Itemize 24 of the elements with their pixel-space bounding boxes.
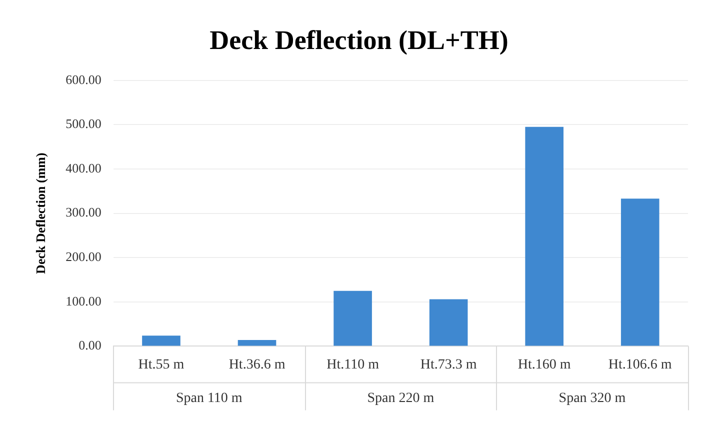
x-tick-label: Ht.73.3 m <box>420 357 477 372</box>
y-tick-label: 100.00 <box>66 293 102 308</box>
y-axis-title: Deck Deflection (mm) <box>33 152 48 274</box>
chart-title: Deck Deflection (DL+TH) <box>210 25 508 56</box>
bar <box>429 299 468 346</box>
bar <box>620 198 660 346</box>
y-tick-label: 0.00 <box>78 338 102 353</box>
x-tick-label: Ht.55 m <box>138 357 184 372</box>
y-tick-label: 500.00 <box>66 116 102 132</box>
y-tick-label: 300.00 <box>66 204 102 220</box>
bar <box>238 340 276 346</box>
x-tick-label: Ht.106.6 m <box>608 357 672 372</box>
y-tick-label: 200.00 <box>66 249 102 264</box>
y-tick-label: 600.00 <box>66 72 102 87</box>
x-tick-label: Ht.110 m <box>326 357 380 372</box>
y-tick-label: 400.00 <box>66 160 102 176</box>
bar <box>142 336 180 346</box>
text: Span 110 m <box>176 390 242 406</box>
x-tick-label: Ht.36.6 m <box>228 357 286 372</box>
x-tick-label: Ht.160 m <box>518 357 571 372</box>
text: Span 320 m <box>558 390 626 406</box>
bar <box>525 126 564 346</box>
text: Span 220 m <box>367 390 434 406</box>
bar <box>334 290 372 346</box>
